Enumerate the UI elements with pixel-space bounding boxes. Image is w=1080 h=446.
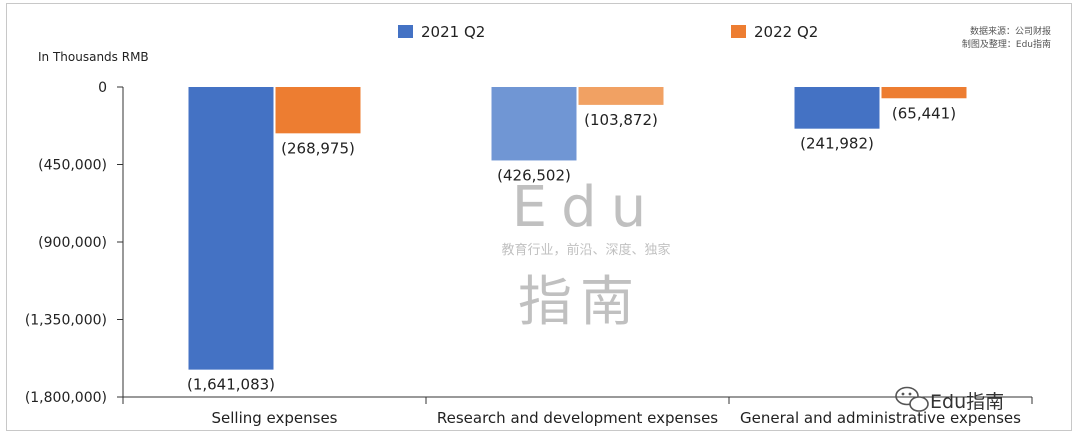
source-line-2: 制图及整理：Edu指南 — [962, 38, 1051, 50]
bar-2022-2 — [881, 87, 967, 99]
data-label: (103,872) — [584, 111, 658, 129]
legend: 2021 Q2 2022 Q2 — [398, 23, 818, 41]
legend-swatch-2021 — [398, 25, 413, 38]
x-category-label: General and administrative expenses — [740, 409, 1021, 427]
wechat-icon — [895, 386, 929, 412]
data-label: (65,441) — [892, 104, 956, 122]
bar-2021-2 — [794, 87, 880, 129]
y-tick-label: (1,800,000) — [25, 390, 107, 406]
brand-mark: Edu指南 — [895, 386, 1004, 413]
watermark: Edu 教育行业，前沿、深度、独家 指南 — [501, 175, 670, 333]
x-category-label: Research and development expenses — [437, 409, 718, 427]
bar-2021-1 — [491, 87, 577, 161]
y-tick-label: (900,000) — [38, 235, 107, 251]
chart-frame — [6, 3, 1072, 431]
data-label: (1,641,083) — [187, 376, 275, 394]
legend-label-2021: 2021 Q2 — [421, 23, 485, 41]
data-label: (241,982) — [800, 135, 874, 153]
brand-text: Edu指南 — [930, 391, 1004, 413]
legend-label-2022: 2022 Q2 — [754, 23, 818, 41]
bar-2021-0 — [188, 87, 274, 370]
watermark-bottom-text: 指南 — [518, 270, 642, 333]
data-label: (426,502) — [497, 166, 571, 184]
y-tick-label: 0 — [98, 80, 107, 96]
watermark-tagline: 教育行业，前沿、深度、独家 — [501, 242, 670, 258]
bar-2022-0 — [275, 87, 361, 134]
legend-swatch-2022 — [731, 25, 746, 38]
x-category-label: Selling expenses — [211, 409, 337, 427]
y-tick-label: (450,000) — [38, 158, 107, 174]
bar-2022-1 — [578, 87, 664, 105]
watermark-top-text: Edu — [512, 175, 660, 240]
data-label: (268,975) — [281, 139, 355, 157]
source-line-1: 数据来源：公司财报 — [970, 25, 1051, 37]
y-tick-label: (1,350,000) — [25, 313, 107, 329]
unit-label: In Thousands RMB — [38, 50, 149, 64]
